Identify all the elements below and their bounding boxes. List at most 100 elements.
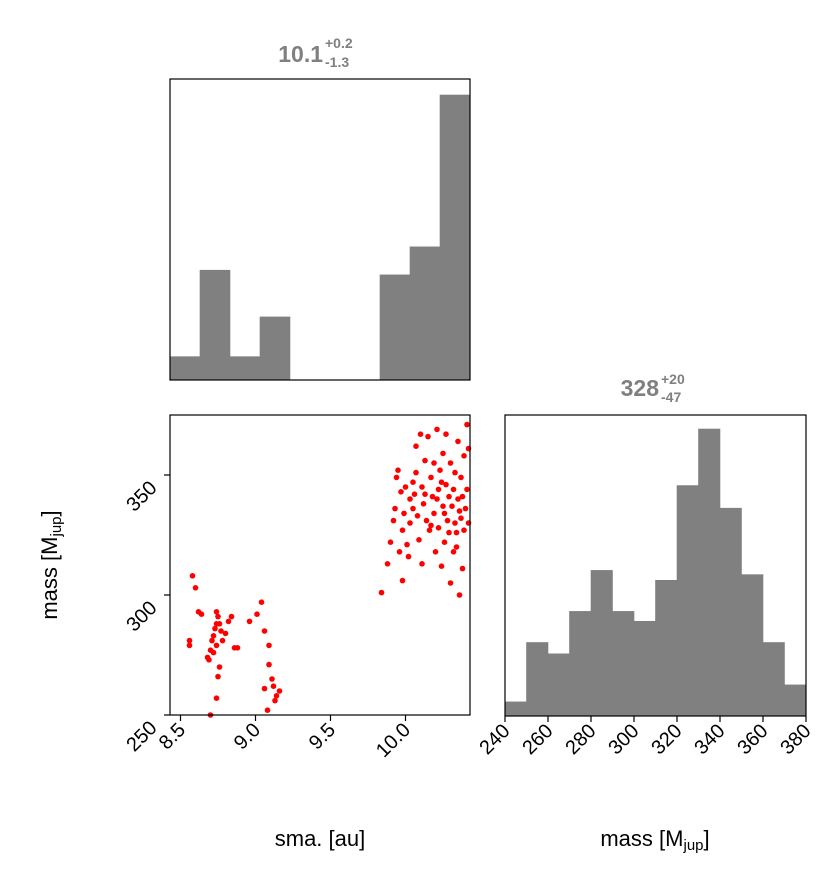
scatter-y-label-base: mass [M bbox=[37, 537, 62, 620]
scatter-point bbox=[407, 520, 413, 526]
scatter-point bbox=[431, 510, 437, 517]
scatter-point bbox=[398, 489, 404, 495]
scatter-y-label-sub: jup bbox=[48, 516, 65, 537]
scatter-point bbox=[429, 493, 436, 500]
scatter-y-ticks: 250 300 350 bbox=[122, 474, 170, 756]
scatter-y-tick-label: 300 bbox=[122, 597, 161, 636]
scatter-point bbox=[402, 484, 409, 490]
sma-histogram-bar bbox=[259, 316, 291, 381]
scatter-point bbox=[432, 549, 439, 555]
scatter-point bbox=[450, 486, 457, 493]
scatter-point bbox=[413, 469, 419, 476]
scatter-point bbox=[192, 585, 199, 591]
scatter-x-tick-label: 9.5 bbox=[305, 719, 340, 754]
mass-histogram-bar bbox=[504, 701, 527, 717]
mass-x-tick-label: 300 bbox=[604, 720, 643, 759]
scatter-point bbox=[270, 683, 277, 689]
scatter-point bbox=[435, 525, 442, 531]
scatter-point bbox=[215, 613, 221, 620]
sma-histogram-panel: 10.1 +0.2 -1.3 bbox=[169, 35, 471, 381]
scatter-point bbox=[266, 642, 272, 649]
mass-histogram-title: 328 bbox=[621, 375, 660, 401]
scatter-point bbox=[395, 467, 401, 474]
mass-x-tick-label: 260 bbox=[518, 720, 557, 759]
mass-x-label-close: ] bbox=[704, 826, 710, 851]
mass-histogram-bar bbox=[612, 611, 635, 717]
sma-histogram-bar bbox=[199, 269, 231, 381]
scatter-point bbox=[405, 553, 412, 560]
sma-histogram-bar bbox=[409, 246, 441, 381]
sma-histogram-bar bbox=[229, 356, 261, 381]
scatter-point bbox=[464, 486, 470, 493]
scatter-point bbox=[410, 505, 416, 512]
scatter-point bbox=[447, 580, 454, 586]
scatter-point bbox=[198, 611, 205, 617]
scatter-point bbox=[206, 657, 212, 663]
scatter-point bbox=[458, 474, 464, 481]
scatter-point bbox=[456, 508, 463, 514]
scatter-y-label-close: ] bbox=[37, 510, 62, 516]
mass-x-label-base: mass [M bbox=[600, 826, 683, 851]
scatter-point bbox=[222, 630, 229, 637]
sma-histogram-bars bbox=[169, 94, 471, 381]
mass-histogram-bar bbox=[741, 574, 764, 717]
mass-histogram-bar bbox=[569, 611, 592, 717]
scatter-y-tick-label: 250 bbox=[122, 717, 161, 756]
sma-median: 10.1 bbox=[278, 41, 323, 67]
scatter-point bbox=[216, 664, 223, 670]
mass-x-tick-label: 360 bbox=[733, 720, 772, 759]
sma-histogram-title: 10.1 bbox=[278, 41, 323, 67]
scatter-point bbox=[213, 695, 220, 701]
scatter-point bbox=[440, 503, 446, 510]
scatter-point bbox=[455, 496, 461, 502]
scatter-point bbox=[441, 510, 448, 517]
scatter-point bbox=[450, 549, 457, 555]
mass-x-tick-label: 380 bbox=[776, 720, 815, 759]
scatter-panel: 8.5 9.0 9.5 10.0 250 300 350 sma. [au] mass [… bbox=[37, 414, 472, 851]
scatter-point bbox=[225, 618, 232, 625]
scatter-point bbox=[410, 479, 416, 486]
scatter-point bbox=[461, 453, 467, 459]
mass-median: 328 bbox=[621, 375, 660, 401]
scatter-point bbox=[396, 549, 403, 555]
scatter-point bbox=[401, 510, 407, 517]
mass-histogram-bar bbox=[784, 684, 807, 717]
mass-histogram-bar bbox=[633, 620, 656, 717]
scatter-point bbox=[458, 515, 464, 521]
scatter-point bbox=[246, 618, 253, 625]
scatter-point bbox=[189, 573, 196, 579]
scatter-point bbox=[420, 501, 427, 507]
mass-x-label: mass [Mjup] bbox=[600, 826, 709, 854]
scatter-y-tick-label: 350 bbox=[122, 477, 161, 516]
scatter-point bbox=[435, 486, 442, 493]
scatter-point bbox=[447, 460, 454, 466]
scatter-point bbox=[210, 649, 217, 656]
mass-histogram-bar bbox=[719, 507, 742, 717]
scatter-points bbox=[186, 421, 472, 718]
scatter-point bbox=[219, 637, 226, 644]
scatter-point bbox=[399, 527, 406, 533]
sma-histogram-bar bbox=[169, 356, 201, 381]
scatter-point bbox=[387, 539, 394, 545]
scatter-point bbox=[273, 693, 280, 699]
mass-minus-error: -47 bbox=[661, 389, 681, 405]
scatter-point bbox=[215, 673, 221, 680]
scatter-point bbox=[444, 517, 451, 524]
scatter-point bbox=[399, 577, 406, 584]
scatter-point bbox=[186, 637, 193, 644]
mass-x-tick-label: 280 bbox=[561, 720, 600, 759]
scatter-point bbox=[234, 645, 241, 651]
mass-x-tick-label: 320 bbox=[647, 720, 686, 759]
scatter-point bbox=[446, 493, 452, 500]
scatter-point bbox=[422, 457, 428, 464]
scatter-point bbox=[443, 481, 449, 488]
scatter-point bbox=[218, 628, 224, 634]
scatter-point bbox=[455, 438, 461, 445]
scatter-point bbox=[210, 633, 217, 639]
scatter-point bbox=[216, 621, 223, 627]
scatter-point bbox=[209, 637, 215, 644]
scatter-point bbox=[431, 460, 437, 466]
scatter-point bbox=[411, 491, 418, 498]
scatter-point bbox=[266, 661, 272, 668]
